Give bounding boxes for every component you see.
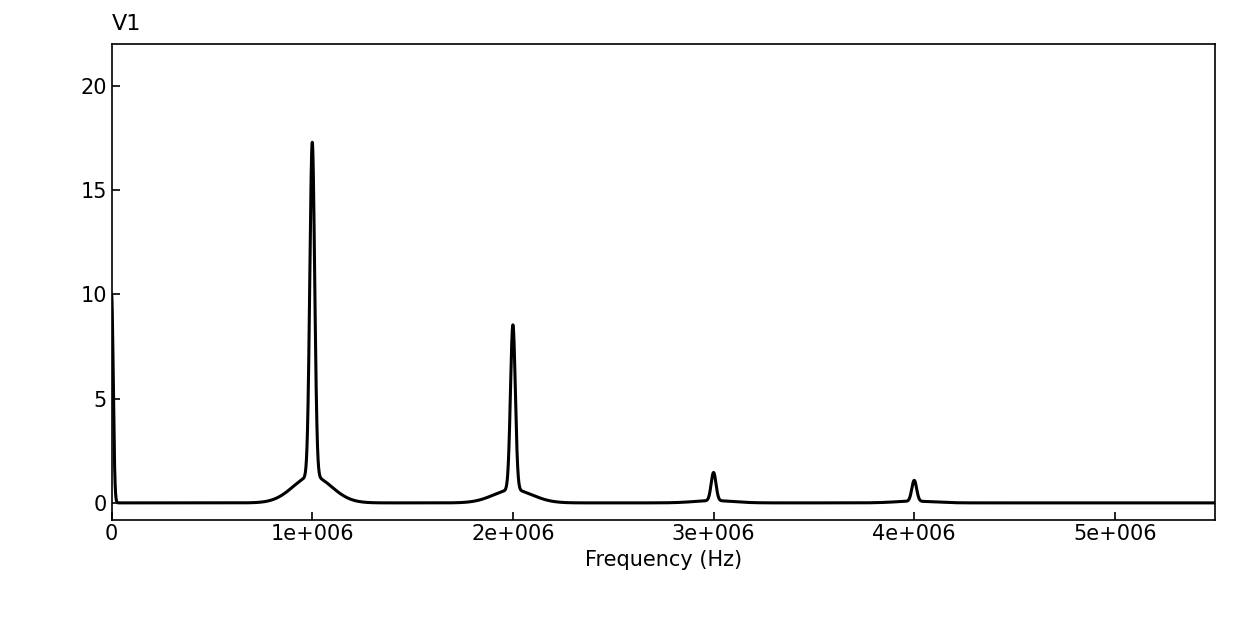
Text: V1: V1 [112, 14, 141, 34]
X-axis label: Frequency (Hz): Frequency (Hz) [585, 550, 742, 570]
